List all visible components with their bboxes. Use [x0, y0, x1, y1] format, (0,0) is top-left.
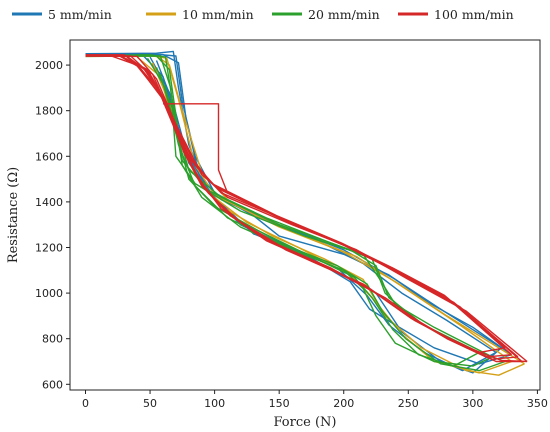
legend-label-0: 5 mm/min	[48, 7, 112, 22]
series-2-curve-3	[146, 57, 506, 372]
legend: 5 mm/min 10 mm/min 20 mm/min 100 mm/min	[12, 7, 514, 22]
series-2-curve-1	[155, 67, 493, 367]
y-tick-label-1: 800	[42, 333, 63, 346]
y-tick-label-5: 1600	[35, 150, 63, 163]
x-tick-label-6: 300	[462, 397, 483, 410]
x-tick-label-3: 150	[269, 397, 290, 410]
series-2-curve-4	[85, 55, 480, 354]
series-0-curve-4	[85, 53, 502, 349]
series-0-curve-0	[85, 50, 513, 356]
y-tick-label-3: 1200	[35, 241, 63, 254]
x-tick-label-5: 250	[398, 397, 419, 410]
series-2-curve-5	[159, 74, 480, 367]
series-3-curve-2	[85, 54, 523, 363]
series-1-curve-0	[85, 54, 525, 365]
series-3-curve-7	[134, 62, 506, 354]
plot-frame	[69, 39, 541, 391]
y-tick-label-2: 1000	[35, 287, 63, 300]
series-3-curve-10	[163, 103, 229, 194]
series-3-curve-4	[85, 55, 528, 363]
legend-label-2: 20 mm/min	[308, 7, 380, 22]
x-tick-label-4: 200	[333, 397, 354, 410]
plot-area	[85, 50, 528, 376]
y-tick-label-7: 2000	[35, 59, 63, 72]
legend-label-1: 10 mm/min	[182, 7, 254, 22]
x-tick-label-7: 350	[527, 397, 548, 410]
x-axis: 0 50 100 150 200 250 300 350	[82, 390, 548, 410]
y-tick-label-6: 1800	[35, 105, 63, 118]
series-2-curve-2	[85, 54, 506, 363]
series-1-curve-3	[151, 62, 512, 374]
x-axis-label: Force (N)	[274, 415, 337, 430]
legend-label-3: 100 mm/min	[434, 7, 514, 22]
x-tick-label-1: 50	[143, 397, 157, 410]
y-tick-label-4: 1400	[35, 196, 63, 209]
series-3-curve-8	[85, 55, 519, 358]
x-tick-label-2: 100	[204, 397, 225, 410]
series-3-curve-6	[85, 54, 506, 349]
y-tick-label-0: 600	[42, 378, 63, 391]
series-0-curve-5	[155, 60, 502, 374]
y-axis-label: Resistance (Ω)	[6, 167, 21, 263]
series-3-curve-9	[143, 67, 519, 360]
y-axis: 600 800 1000 1200 1400 1600 1800 2000	[35, 59, 70, 391]
x-tick-label-0: 0	[82, 397, 89, 410]
series-3-curve-0	[85, 54, 513, 356]
